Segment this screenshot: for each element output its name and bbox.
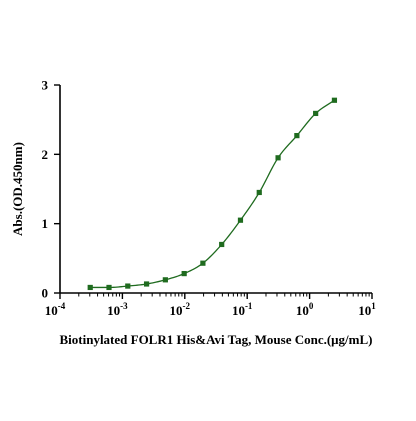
x-axis-title: Biotinylated FOLR1 His&Avi Tag, Mouse Co… [59, 332, 372, 347]
x-tick-label: 10-4 [45, 301, 66, 318]
curve-layer [90, 99, 335, 289]
data-point [219, 241, 225, 248]
fit-curve [90, 99, 335, 289]
data-point [106, 284, 112, 291]
y-axis-title: Abs.(OD.450nm) [10, 142, 25, 236]
data-point [313, 110, 319, 117]
data-point [256, 189, 262, 196]
x-tick-label: 101 [358, 301, 376, 318]
y-tick-label: 2 [42, 147, 49, 162]
x-tick-label: 10-3 [107, 301, 128, 318]
data-point [331, 97, 338, 103]
data-point [200, 260, 206, 266]
y-tick-label: 3 [42, 78, 49, 93]
data-point [237, 217, 244, 223]
data-point [125, 283, 131, 289]
axes-layer: 0 1 2 3 10-4 10-3 10-2 10-1 100 101 [42, 78, 377, 319]
data-point [275, 155, 281, 161]
data-point [294, 133, 300, 139]
data-point [181, 270, 187, 277]
x-tick-label: 10-1 [232, 301, 253, 318]
data-point [87, 284, 93, 291]
y-tick-label: 0 [42, 286, 49, 301]
y-tick-label: 1 [42, 216, 49, 231]
data-point [143, 281, 150, 287]
x-tick-label: 10-2 [170, 301, 191, 318]
points-layer [87, 97, 338, 291]
data-point [162, 277, 168, 283]
x-tick-label: 100 [296, 301, 314, 318]
